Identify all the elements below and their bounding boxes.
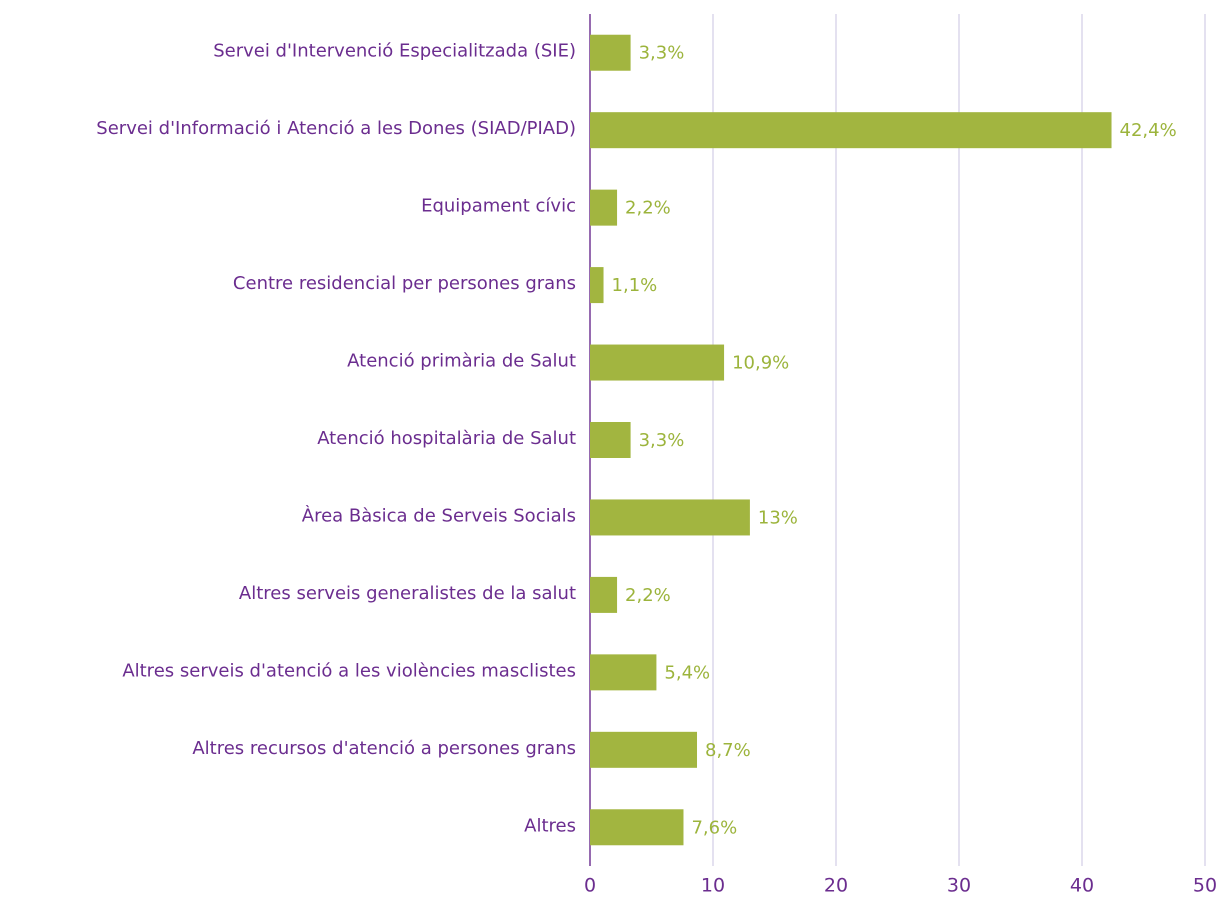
value-label: 10,9% xyxy=(732,353,789,374)
value-label: 2,2% xyxy=(625,585,671,606)
value-label: 42,4% xyxy=(1120,120,1177,141)
x-tick-label: 10 xyxy=(701,875,725,897)
x-tick-label: 0 xyxy=(584,875,596,897)
x-tick-label: 40 xyxy=(1070,875,1094,897)
value-label: 3,3% xyxy=(639,430,685,451)
y-tick-label: Atenció hospitalària de Salut xyxy=(317,428,576,449)
y-tick-label: Altres recursos d'atenció a persones gra… xyxy=(192,738,576,759)
x-tick-label: 20 xyxy=(824,875,848,897)
value-label: 3,3% xyxy=(639,43,685,64)
value-label: 2,2% xyxy=(625,198,671,219)
bar xyxy=(590,344,725,381)
bar xyxy=(590,809,684,846)
value-label: 7,6% xyxy=(691,817,737,838)
x-tick-label: 50 xyxy=(1193,875,1217,897)
bar xyxy=(590,422,631,458)
y-tick-label: Atenció primària de Salut xyxy=(347,351,576,372)
y-tick-label: Servei d'Intervenció Especialitzada (SIE… xyxy=(213,41,576,62)
bar xyxy=(590,267,604,304)
value-label: 13% xyxy=(758,507,798,528)
bar xyxy=(590,654,657,691)
bar xyxy=(590,112,1112,149)
y-tick-label: Altres serveis generalistes de la salut xyxy=(239,583,576,604)
bar xyxy=(590,189,618,226)
y-tick-label: Servei d'Informació i Atenció a les Done… xyxy=(96,118,576,139)
y-tick-label: Altres xyxy=(524,815,576,836)
x-tick-label: 30 xyxy=(947,875,971,897)
bar xyxy=(590,731,698,768)
value-label: 1,1% xyxy=(612,275,658,296)
y-tick-label: Centre residencial per persones grans xyxy=(233,273,576,294)
y-tick-label: Àrea Bàsica de Serveis Socials xyxy=(302,504,576,526)
value-label: 8,7% xyxy=(705,740,751,761)
bar xyxy=(590,34,631,71)
bar xyxy=(590,576,618,613)
bar xyxy=(590,499,750,536)
value-label: 5,4% xyxy=(664,662,710,683)
y-tick-label: Altres serveis d'atenció a les violèncie… xyxy=(122,660,576,681)
y-tick-label: Equipament cívic xyxy=(421,196,576,217)
